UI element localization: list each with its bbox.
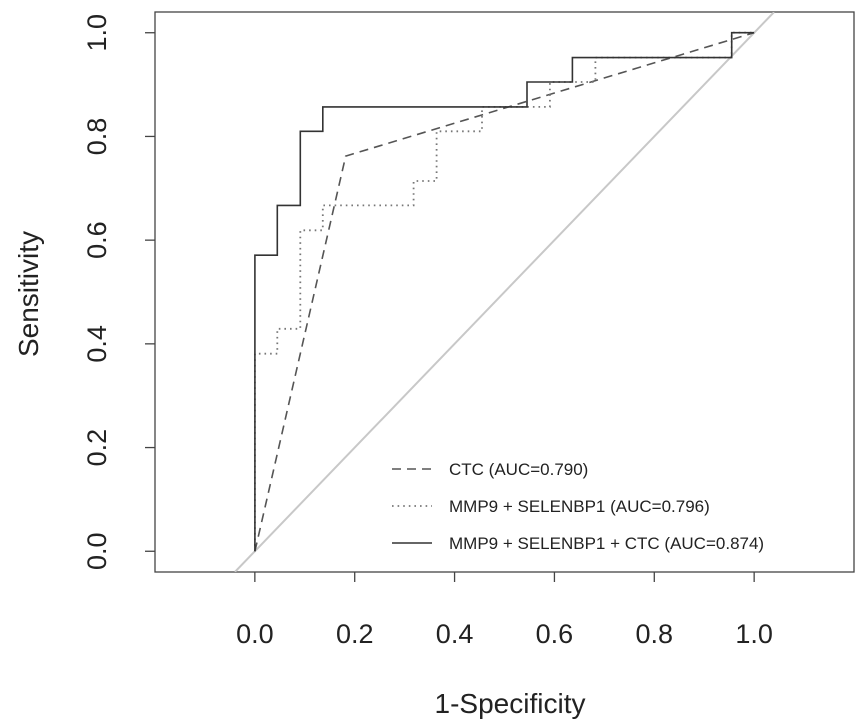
y-tick-label: 0.2: [82, 429, 112, 467]
legend-label-3: MMP9 + SELENBP1 + CTC (AUC=0.874): [449, 534, 764, 553]
plot-border: [154, 11, 855, 573]
legend-label-2: MMP9 + SELENBP1 (AUC=0.796): [449, 497, 710, 516]
x-tick-label: 1.0: [735, 619, 773, 649]
x-axis: 0.0 0.2 0.4 0.6 0.8 1.0: [236, 572, 773, 649]
x-axis-title: 1-Specificity: [435, 688, 586, 719]
y-tick-label: 0.6: [82, 221, 112, 259]
series-line-2: [253, 31, 755, 552]
plot-area: [234, 12, 775, 572]
x-tick-label: 0.6: [536, 619, 574, 649]
reference-diagonal-line: [234, 12, 775, 572]
x-tick-label: 0.8: [636, 619, 674, 649]
y-tick-label: 0.0: [82, 532, 112, 570]
legend: CTC (AUC=0.790) MMP9 + SELENBP1 (AUC=0.79…: [392, 460, 764, 553]
y-tick-label: 0.8: [82, 118, 112, 156]
x-tick-label: 0.4: [436, 619, 474, 649]
legend-label-1: CTC (AUC=0.790): [449, 460, 588, 479]
series-line-3: [254, 31, 755, 552]
series-line-1: [254, 31, 755, 552]
x-tick-label: 0.2: [336, 619, 374, 649]
y-axis: 0.0 0.2 0.4 0.6 0.8 1.0: [82, 14, 155, 570]
y-axis-title: Sensitivity: [13, 231, 44, 357]
x-tick-label: 0.0: [236, 619, 274, 649]
y-tick-label: 0.4: [82, 325, 112, 363]
y-tick-label: 1.0: [82, 14, 112, 52]
